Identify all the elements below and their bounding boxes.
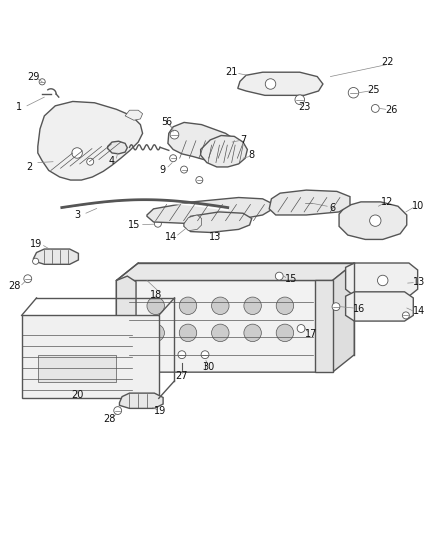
Text: 7: 7: [240, 135, 246, 145]
Circle shape: [212, 297, 229, 314]
Circle shape: [297, 325, 305, 333]
Text: 15: 15: [127, 220, 140, 230]
Circle shape: [212, 324, 229, 342]
Circle shape: [201, 351, 209, 359]
Text: 21: 21: [225, 67, 237, 77]
Text: 28: 28: [103, 414, 115, 424]
Circle shape: [403, 312, 410, 319]
Text: 8: 8: [249, 150, 255, 160]
Polygon shape: [117, 276, 136, 360]
Circle shape: [295, 95, 304, 104]
Circle shape: [276, 297, 293, 314]
Circle shape: [244, 324, 261, 342]
Circle shape: [370, 215, 381, 227]
Circle shape: [180, 166, 187, 173]
Text: 6: 6: [329, 203, 336, 213]
Polygon shape: [21, 316, 159, 398]
Text: 10: 10: [412, 201, 424, 211]
Text: 17: 17: [305, 329, 318, 339]
Circle shape: [39, 79, 45, 85]
Polygon shape: [184, 212, 252, 232]
Polygon shape: [201, 135, 247, 167]
Polygon shape: [147, 198, 272, 224]
Circle shape: [276, 324, 293, 342]
Text: 14: 14: [165, 232, 177, 242]
Text: 6: 6: [166, 117, 172, 127]
Text: 29: 29: [27, 71, 39, 82]
Text: 23: 23: [298, 102, 311, 112]
Circle shape: [348, 87, 359, 98]
Text: 13: 13: [413, 277, 425, 287]
Circle shape: [244, 297, 261, 314]
Circle shape: [147, 324, 164, 342]
Polygon shape: [238, 72, 323, 95]
Text: 30: 30: [202, 362, 214, 372]
Polygon shape: [346, 263, 418, 296]
Text: 25: 25: [368, 85, 380, 95]
Circle shape: [154, 220, 161, 227]
Circle shape: [276, 272, 283, 280]
Polygon shape: [315, 280, 332, 372]
Text: 5: 5: [161, 117, 168, 127]
Circle shape: [87, 158, 94, 165]
Polygon shape: [339, 202, 407, 239]
Circle shape: [170, 130, 179, 139]
Polygon shape: [38, 354, 117, 382]
Circle shape: [371, 104, 379, 112]
Text: 26: 26: [385, 105, 398, 115]
Polygon shape: [117, 280, 332, 372]
Circle shape: [332, 303, 340, 311]
Text: 19: 19: [30, 239, 42, 249]
Circle shape: [178, 351, 186, 359]
Polygon shape: [125, 110, 143, 120]
Circle shape: [114, 407, 122, 415]
Polygon shape: [332, 263, 354, 372]
Circle shape: [170, 155, 177, 161]
Circle shape: [378, 275, 388, 286]
Text: 22: 22: [381, 57, 393, 67]
Text: 4: 4: [109, 156, 115, 166]
Circle shape: [265, 79, 276, 89]
Polygon shape: [117, 263, 354, 280]
Polygon shape: [33, 249, 78, 264]
Circle shape: [196, 176, 203, 183]
Text: 13: 13: [208, 232, 221, 242]
Polygon shape: [168, 123, 245, 164]
Polygon shape: [108, 141, 127, 154]
Text: 16: 16: [353, 304, 365, 314]
Text: 27: 27: [176, 370, 188, 381]
Circle shape: [179, 297, 197, 314]
Text: 2: 2: [26, 162, 32, 172]
Text: 1: 1: [16, 102, 22, 112]
Polygon shape: [184, 215, 201, 231]
Circle shape: [32, 258, 39, 264]
Circle shape: [24, 275, 32, 282]
Circle shape: [72, 148, 82, 158]
Text: 15: 15: [285, 274, 297, 284]
Circle shape: [304, 198, 313, 207]
Text: 14: 14: [413, 306, 425, 316]
Circle shape: [147, 297, 164, 314]
Text: 12: 12: [381, 197, 393, 207]
Polygon shape: [38, 101, 143, 180]
Text: 9: 9: [159, 165, 165, 175]
Polygon shape: [346, 292, 413, 321]
Polygon shape: [120, 393, 163, 408]
Text: 18: 18: [149, 290, 162, 300]
Circle shape: [179, 324, 197, 342]
Text: 3: 3: [74, 210, 80, 220]
Polygon shape: [269, 190, 350, 215]
Text: 19: 19: [154, 407, 166, 416]
Text: 28: 28: [8, 281, 21, 291]
Text: 20: 20: [71, 390, 83, 400]
